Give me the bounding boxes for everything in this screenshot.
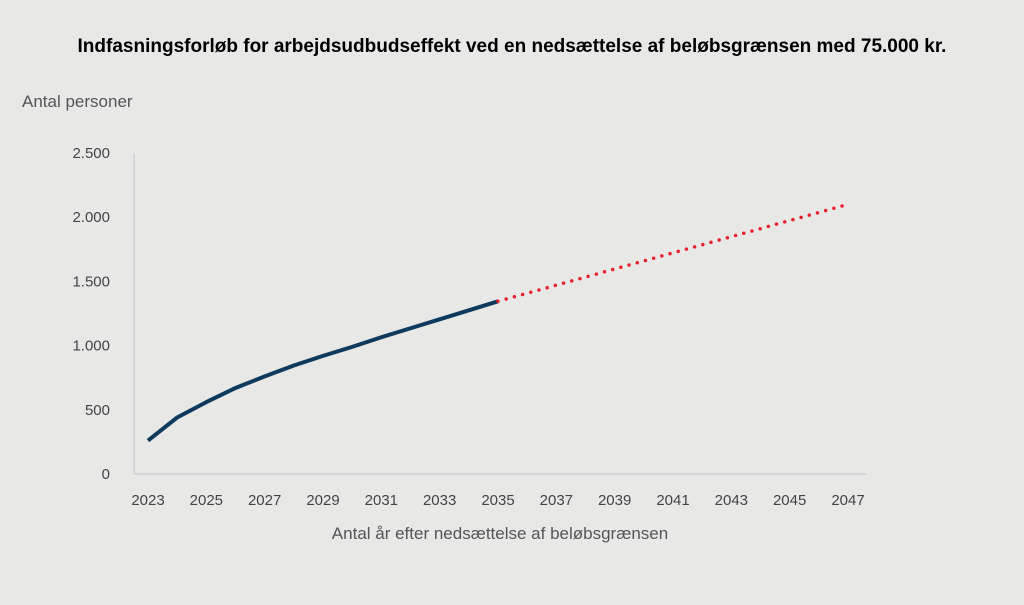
chart-title: Indfasningsforløb for arbejdsudbudseffek… [77,36,947,57]
x-tick-label: 2039 [598,492,631,509]
series-line-actual [146,299,499,443]
x-tick-label: 2031 [365,492,398,509]
x-tick-label: 2033 [423,492,456,509]
x-tick-label: 2043 [715,492,748,509]
x-tick-label: 2041 [656,492,689,509]
y-tick-labels: 0 500 1.000 1.500 2.000 2.500 [72,145,110,483]
x-tick-label: 2045 [773,492,806,509]
x-axis-label: Antal år efter nedsættelse af beløbsgræn… [331,524,669,543]
x-tick-label: 2037 [540,492,573,509]
x-tick-label: 2023 [131,492,164,509]
x-tick-label: 2025 [190,492,223,509]
y-tick-label: 2.000 [72,209,110,226]
x-tick-label: 2047 [831,492,864,509]
y-tick-label: 0 [102,466,110,483]
x-tick-labels: 2023 2025 2027 2029 2031 2033 2035 2037 2039 2041… [131,492,864,509]
x-tick-label: 2035 [481,492,514,509]
x-tick-label: 2029 [306,492,339,509]
series [146,202,850,443]
y-axis-label: Antal personer [22,92,133,111]
y-tick-label: 2.500 [72,145,110,162]
x-tick-label: 2027 [248,492,281,509]
y-tick-label: 1.500 [72,273,110,290]
y-tick-label: 500 [85,402,110,419]
series-line-projection [496,202,850,304]
y-tick-label: 1.000 [72,338,110,355]
